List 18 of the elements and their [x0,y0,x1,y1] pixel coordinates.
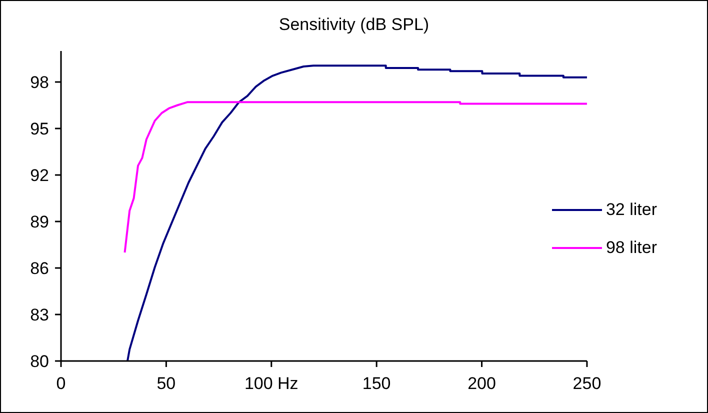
x-tick-label: 100 Hz [244,374,298,394]
line-series [124,101,587,254]
y-tick-label: 89 [30,212,49,232]
y-tick-label: 86 [30,259,49,278]
legend-label: 98 liter [606,238,657,258]
x-tick-label: 0 [56,374,66,394]
x-tick-label: 50 [156,374,176,394]
legend-label: 32 liter [606,200,657,220]
y-tick-label: 83 [30,306,49,325]
y-tick-label: 80 [30,352,49,372]
y-tick-label: 92 [30,166,49,186]
y-tick-label: 98 [30,73,49,92]
x-tick-label: 200 [468,374,496,394]
x-tick-label: 250 [572,374,602,394]
line-series [126,64,587,361]
y-tick-label: 95 [30,120,49,139]
x-tick-label: 150 [362,374,391,394]
chart-title: Sensitivity (dB SPL) [278,15,430,35]
